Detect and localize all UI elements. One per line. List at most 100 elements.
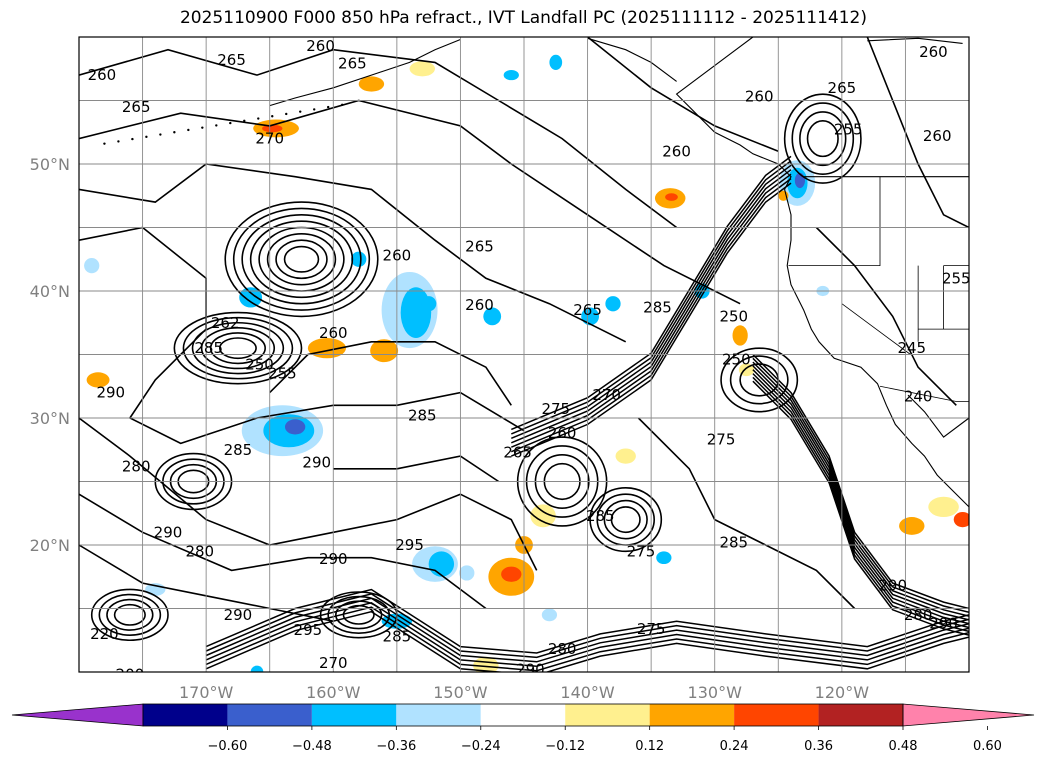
lat-tick-label: 30°N	[30, 409, 70, 428]
contour-line	[752, 380, 969, 636]
aleutian-island	[285, 112, 288, 116]
contour-line	[752, 365, 969, 621]
contour-line	[752, 361, 969, 617]
contour-label: 275	[627, 542, 656, 560]
colorbar-segment	[734, 704, 819, 726]
contour-label: 275	[637, 620, 666, 638]
contour-label: 265	[828, 79, 857, 97]
contour-label: 265	[503, 443, 532, 461]
contour-label: 290	[319, 550, 348, 568]
contour-ring	[249, 220, 354, 299]
shaded-region	[409, 61, 435, 77]
contour-ring	[806, 120, 839, 158]
contour-label: 250	[722, 351, 751, 369]
contour-label: 285	[224, 441, 253, 459]
colorbar: −0.60 −0.48 −0.36 −0.24 −0.12 0.12 0.24 0.36 0.4…	[11, 703, 1035, 754]
contour-label: 285	[643, 299, 672, 317]
contour-label: 290	[878, 577, 907, 595]
aleutian-island	[243, 119, 246, 123]
colorbar-extend-low	[11, 703, 144, 727]
coastlines	[103, 37, 969, 508]
contour-label: 290	[154, 523, 183, 541]
shaded-region	[428, 551, 455, 577]
shaded-region	[262, 124, 283, 133]
contour-label: 255	[834, 121, 863, 139]
contour-ring	[218, 337, 257, 360]
shaded-region	[605, 296, 621, 312]
contour-label: 265	[465, 238, 494, 256]
colorbar-segment	[311, 704, 397, 726]
shaded-region	[541, 608, 558, 622]
aleutian-island	[257, 117, 260, 120]
contour-label: 285	[586, 507, 615, 525]
contour-label: 255	[268, 365, 297, 383]
contour-label: 260	[662, 142, 691, 160]
contour-label: 265	[122, 98, 151, 116]
longitude-labels: 170°W 160°W 150°W 140°W 130°W 120°W	[179, 683, 869, 702]
contour-ring	[729, 355, 789, 405]
contour-ring	[603, 499, 648, 540]
aleutian-island	[327, 105, 330, 109]
gridlines	[79, 37, 969, 672]
colorbar-tick-label: 0.48	[889, 739, 918, 754]
contour-ring	[98, 593, 162, 636]
shaded-region	[899, 517, 925, 535]
contour-line	[752, 357, 969, 614]
contour-ring	[106, 598, 154, 631]
contour-label: 290	[224, 606, 253, 624]
contour-label: 295	[294, 621, 323, 639]
aleutian-island	[271, 115, 274, 118]
contour-label: 265	[338, 55, 367, 73]
contour-label: 262	[211, 314, 240, 332]
latitude-labels: 50°N 40°N 30°N 20°N	[30, 155, 70, 555]
contour-line	[637, 417, 856, 610]
lon-tick-label: 130°W	[688, 683, 743, 702]
colorbar-tick-label: 0.12	[635, 739, 664, 754]
contour-ring	[791, 102, 855, 175]
contour-label: 280	[548, 640, 577, 658]
contour-label: 295	[395, 536, 424, 554]
lat-tick-label: 50°N	[30, 155, 70, 174]
contour-line	[205, 601, 969, 668]
coastline	[867, 37, 963, 44]
shaded-region	[665, 193, 678, 201]
contour-line	[587, 37, 779, 153]
contour-label: 260	[745, 88, 774, 106]
shaded-region	[549, 54, 563, 71]
shaded-region	[503, 70, 519, 81]
aleutian-island	[229, 121, 232, 125]
aleutian-island	[313, 108, 316, 111]
colorbar-segment	[649, 704, 735, 726]
contour-line	[205, 597, 969, 663]
colorbar-segment	[565, 704, 650, 726]
contour-label: 280	[122, 457, 151, 475]
contour-ring	[200, 327, 276, 370]
contour-line	[205, 606, 969, 672]
aleutian-island	[103, 142, 106, 145]
contour-line	[333, 455, 500, 483]
shaded-region	[530, 504, 556, 528]
shaded-region	[581, 307, 600, 326]
contour-ring	[182, 316, 294, 380]
contour-line	[205, 593, 969, 659]
contour-ring	[266, 233, 337, 286]
contour-ring	[232, 207, 371, 311]
contour-label: 270	[592, 386, 621, 404]
shaded-region	[370, 339, 399, 363]
contour-label: 275	[541, 400, 570, 418]
colorbar-segment	[143, 704, 228, 726]
contour-label: 265	[217, 51, 246, 69]
contour-label: 285	[408, 406, 437, 424]
contour-line	[269, 341, 512, 406]
shaded-region	[953, 511, 969, 528]
lon-tick-label: 150°W	[433, 683, 488, 702]
lat-tick-label: 20°N	[30, 536, 70, 555]
colorbar-extend-high	[902, 703, 1035, 727]
colorbar-tick-label: 0.60	[973, 739, 1002, 754]
colorbar-segment	[818, 704, 903, 726]
aleutian-island	[201, 126, 204, 129]
contour-label: 280	[904, 606, 933, 624]
contour-label: 270	[255, 130, 284, 148]
shaded-region	[928, 496, 959, 518]
shaded-region	[351, 251, 367, 267]
